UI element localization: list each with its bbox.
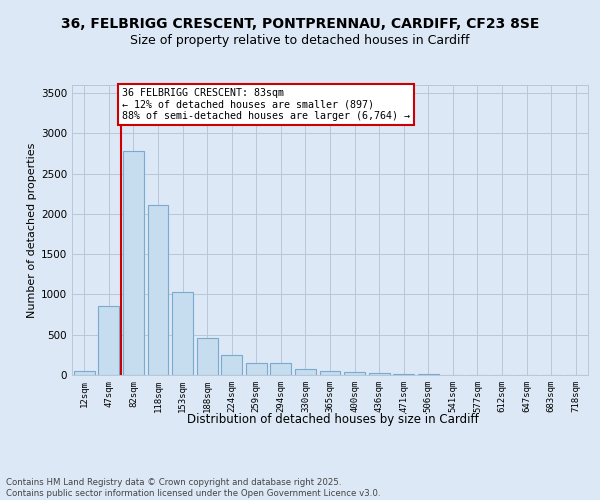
Text: 36 FELBRIGG CRESCENT: 83sqm
← 12% of detached houses are smaller (897)
88% of se: 36 FELBRIGG CRESCENT: 83sqm ← 12% of det… bbox=[122, 88, 410, 122]
Bar bbox=[221, 356, 242, 375]
Bar bbox=[271, 362, 292, 375]
Text: Distribution of detached houses by size in Cardiff: Distribution of detached houses by size … bbox=[187, 412, 479, 426]
Y-axis label: Number of detached properties: Number of detached properties bbox=[27, 142, 37, 318]
Bar bbox=[172, 292, 193, 375]
Bar bbox=[295, 369, 316, 375]
Bar bbox=[320, 370, 340, 375]
Bar bbox=[123, 151, 144, 375]
Bar bbox=[197, 338, 218, 375]
Text: Contains HM Land Registry data © Crown copyright and database right 2025.
Contai: Contains HM Land Registry data © Crown c… bbox=[6, 478, 380, 498]
Bar bbox=[74, 370, 95, 375]
Bar bbox=[393, 374, 414, 375]
Bar bbox=[98, 306, 119, 375]
Text: Size of property relative to detached houses in Cardiff: Size of property relative to detached ho… bbox=[130, 34, 470, 47]
Text: 36, FELBRIGG CRESCENT, PONTPRENNAU, CARDIFF, CF23 8SE: 36, FELBRIGG CRESCENT, PONTPRENNAU, CARD… bbox=[61, 18, 539, 32]
Bar bbox=[368, 372, 389, 375]
Bar bbox=[246, 362, 267, 375]
Bar bbox=[344, 372, 365, 375]
Bar bbox=[418, 374, 439, 375]
Bar bbox=[148, 206, 169, 375]
